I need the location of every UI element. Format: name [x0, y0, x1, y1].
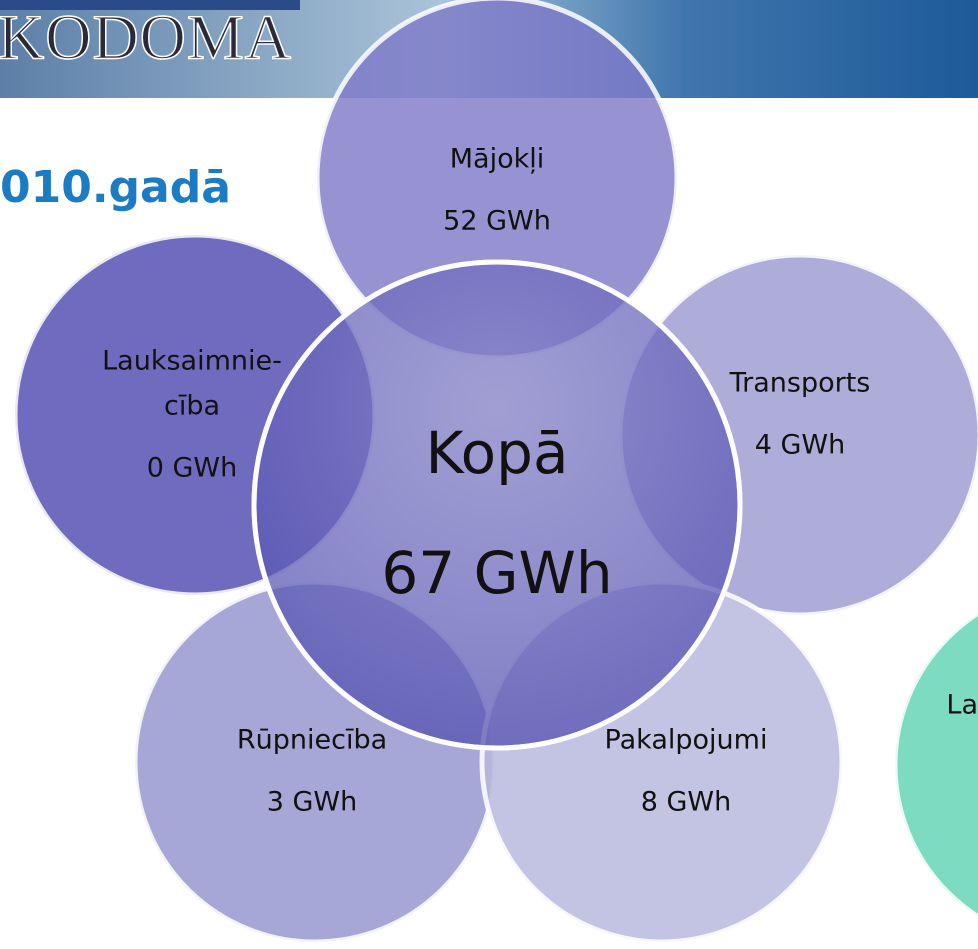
node-value: 4 GWh — [755, 430, 846, 461]
node-label: Lauksaimnie- — [102, 346, 282, 377]
node-label: La — [946, 690, 978, 721]
node-circle — [895, 585, 978, 945]
node-label: Pakalpojumi — [605, 725, 768, 756]
node-label: cība — [164, 391, 220, 422]
node-label: Transports — [729, 368, 871, 399]
node-label: Rūpniecība — [237, 725, 387, 756]
center-value: 67 GWh — [381, 539, 612, 607]
center-shine — [254, 262, 740, 748]
node-value: 0 GWh — [147, 453, 238, 484]
center-label: Kopā — [426, 419, 569, 487]
node-value: 3 GWh — [267, 787, 358, 818]
logo: KODOMA — [0, 2, 292, 73]
node-value: 52 GWh — [443, 206, 551, 237]
node-label: Mājokļi — [450, 144, 545, 175]
title: 010.gadā — [0, 162, 231, 213]
node-value: 8 GWh — [641, 787, 732, 818]
slide: KODOMA 010.gadā Mājokļi 52 GWh Lauksaimn… — [0, 0, 978, 949]
